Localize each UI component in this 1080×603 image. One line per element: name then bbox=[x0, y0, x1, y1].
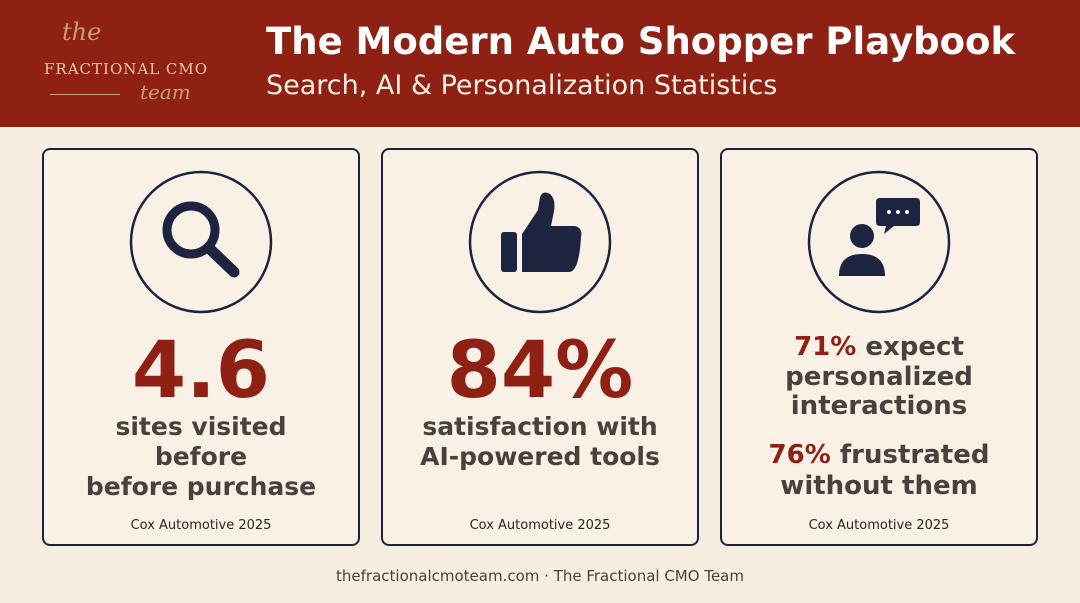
highlight-text: without them bbox=[780, 471, 978, 501]
stat: 84% bbox=[446, 326, 634, 416]
description: AI-powered tools bbox=[420, 442, 660, 471]
source: Cox Automotive 2025 bbox=[808, 518, 950, 533]
stat-card: 4.6 sites visited before before purchase… bbox=[42, 148, 360, 546]
logo-rule bbox=[50, 94, 120, 95]
logo-top: the bbox=[62, 18, 102, 46]
source: Cox Automotive 2025 bbox=[469, 518, 611, 533]
source: Cox Automotive 2025 bbox=[130, 518, 272, 533]
stat: 4.6 bbox=[131, 326, 271, 416]
highlight-value: 71% bbox=[794, 332, 857, 362]
icon bbox=[468, 170, 612, 314]
description: before bbox=[154, 442, 248, 471]
logo-bottom: team bbox=[140, 80, 191, 104]
logo-middle: FRACTIONAL CMO bbox=[44, 60, 209, 78]
highlight-value: 76% bbox=[768, 440, 831, 470]
footer: thefractionalcmoteam.com · The Fractiona… bbox=[336, 567, 744, 585]
description: before purchase bbox=[85, 472, 317, 501]
highlight-text: personalized bbox=[785, 362, 973, 392]
icon bbox=[807, 170, 951, 314]
highlight-text: expect bbox=[865, 332, 964, 362]
subtitle: Search, AI & Personalization Statistics bbox=[266, 70, 778, 101]
stat-card: 71% expect personalized interactions 76%… bbox=[720, 148, 1038, 546]
stat-card: 84% satisfaction with AI-powered tools C… bbox=[381, 148, 699, 546]
highlight-text: frustrated bbox=[839, 440, 990, 470]
description: sites visited bbox=[115, 412, 287, 441]
description: satisfaction with bbox=[422, 412, 658, 441]
title: The Modern Auto Shopper Playbook bbox=[266, 20, 1016, 63]
highlight-text: interactions bbox=[790, 391, 968, 421]
icon bbox=[129, 170, 273, 314]
header-bar bbox=[0, 0, 1080, 127]
highlight-line: 76% frustrated bbox=[722, 440, 1036, 470]
highlight-line: 71% expect bbox=[722, 332, 1036, 362]
